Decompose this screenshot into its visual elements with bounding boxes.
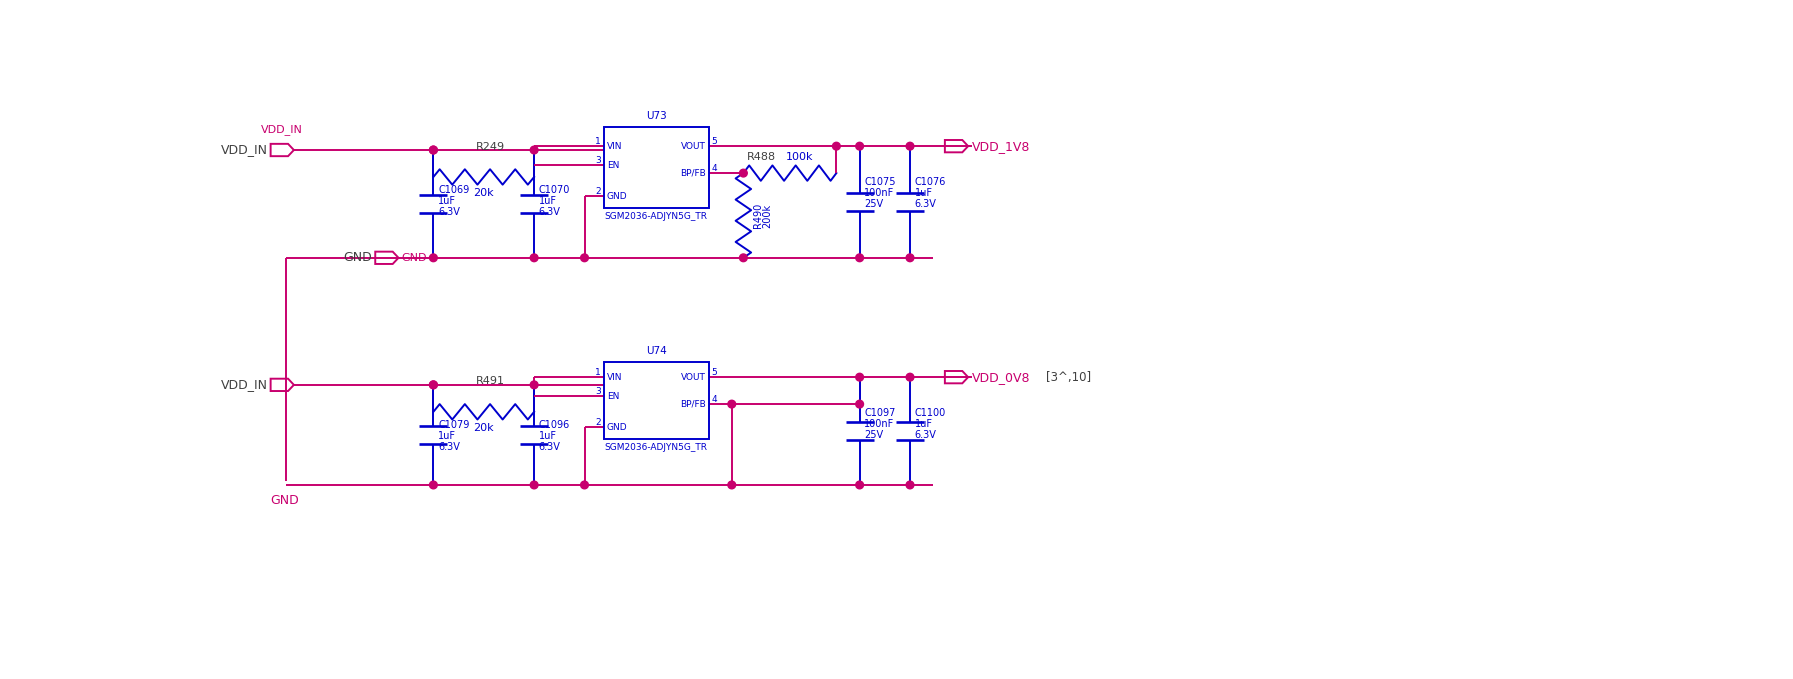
Circle shape [531, 146, 538, 154]
Text: 6.3V: 6.3V [538, 207, 561, 217]
Text: 2: 2 [595, 187, 601, 196]
Text: C1097: C1097 [864, 408, 896, 418]
Text: 6.3V: 6.3V [437, 207, 459, 217]
Text: VDD_1V8: VDD_1V8 [972, 140, 1031, 153]
Circle shape [430, 481, 437, 489]
Text: R488: R488 [748, 152, 776, 162]
Text: 1uF: 1uF [914, 419, 932, 428]
Text: C1070: C1070 [538, 185, 570, 195]
Text: 3: 3 [595, 387, 601, 397]
Circle shape [728, 400, 735, 408]
Text: 1: 1 [595, 368, 601, 377]
Text: 3: 3 [595, 156, 601, 165]
Circle shape [531, 254, 538, 261]
Text: C1079: C1079 [437, 420, 470, 430]
Text: C1100: C1100 [914, 408, 947, 418]
Text: VDD_IN: VDD_IN [221, 378, 267, 391]
Text: 1: 1 [595, 137, 601, 146]
Bar [604, 362, 708, 439]
Circle shape [905, 481, 914, 489]
Circle shape [855, 481, 864, 489]
Circle shape [430, 254, 437, 261]
Circle shape [739, 169, 748, 177]
Circle shape [531, 381, 538, 388]
Circle shape [855, 143, 864, 150]
Bar [604, 127, 708, 208]
Text: GND: GND [271, 494, 299, 507]
Circle shape [855, 254, 864, 261]
Text: VOUT: VOUT [681, 142, 705, 151]
Text: 6.3V: 6.3V [914, 198, 936, 208]
Circle shape [430, 381, 437, 388]
Text: GND: GND [402, 253, 427, 263]
Text: 4: 4 [712, 164, 717, 173]
Circle shape [531, 481, 538, 489]
Text: 1uF: 1uF [437, 431, 455, 441]
Text: R490: R490 [753, 203, 762, 228]
Text: 20k: 20k [473, 422, 495, 433]
Circle shape [905, 373, 914, 381]
Text: BP/FB: BP/FB [680, 168, 705, 178]
Text: 5: 5 [712, 368, 717, 377]
Text: 200k: 200k [762, 204, 773, 227]
Circle shape [581, 254, 588, 261]
Circle shape [581, 481, 588, 489]
Text: 100k: 100k [785, 152, 814, 162]
Text: C1076: C1076 [914, 177, 947, 187]
Text: R249: R249 [475, 141, 506, 151]
Text: R491: R491 [475, 376, 506, 386]
Text: 25V: 25V [864, 430, 884, 439]
Text: SGM2036-ADJYN5G_TR: SGM2036-ADJYN5G_TR [604, 213, 708, 221]
Text: C1075: C1075 [864, 177, 896, 187]
Text: 1uF: 1uF [437, 196, 455, 206]
Text: VDD_IN: VDD_IN [221, 143, 267, 157]
Circle shape [855, 400, 864, 408]
Text: 6.3V: 6.3V [914, 430, 936, 439]
Text: 4: 4 [712, 395, 717, 404]
Text: 1uF: 1uF [538, 196, 558, 206]
Text: 1uF: 1uF [538, 431, 558, 441]
Text: 6.3V: 6.3V [538, 442, 561, 452]
Text: 20k: 20k [473, 187, 495, 198]
Text: 25V: 25V [864, 198, 884, 208]
Text: BP/FB: BP/FB [680, 400, 705, 409]
Text: VIN: VIN [608, 373, 622, 382]
Circle shape [430, 146, 437, 154]
Text: VOUT: VOUT [681, 373, 705, 382]
Circle shape [430, 146, 437, 154]
Text: 1uF: 1uF [914, 187, 932, 198]
Text: GND: GND [608, 191, 628, 201]
Text: GND: GND [344, 251, 373, 264]
Text: VIN: VIN [608, 142, 622, 151]
Circle shape [905, 143, 914, 150]
Text: EN: EN [608, 392, 619, 401]
Text: 100nF: 100nF [864, 187, 895, 198]
Text: VDD_0V8: VDD_0V8 [972, 371, 1031, 384]
Text: U74: U74 [645, 346, 667, 356]
Circle shape [832, 143, 841, 150]
Text: GND: GND [608, 423, 628, 432]
Text: 6.3V: 6.3V [437, 442, 459, 452]
Text: 5: 5 [712, 137, 717, 146]
Circle shape [728, 481, 735, 489]
Text: SGM2036-ADJYN5G_TR: SGM2036-ADJYN5G_TR [604, 443, 708, 452]
Text: C1069: C1069 [437, 185, 470, 195]
Circle shape [430, 381, 437, 388]
Circle shape [855, 373, 864, 381]
Text: 100nF: 100nF [864, 419, 895, 428]
Circle shape [739, 254, 748, 261]
Text: [3^,10]: [3^,10] [1045, 371, 1090, 384]
Circle shape [905, 254, 914, 261]
Text: C1096: C1096 [538, 420, 570, 430]
Text: VDD_IN: VDD_IN [262, 124, 303, 134]
Text: EN: EN [608, 161, 619, 170]
Text: 2: 2 [595, 418, 601, 427]
Text: U73: U73 [645, 111, 667, 121]
